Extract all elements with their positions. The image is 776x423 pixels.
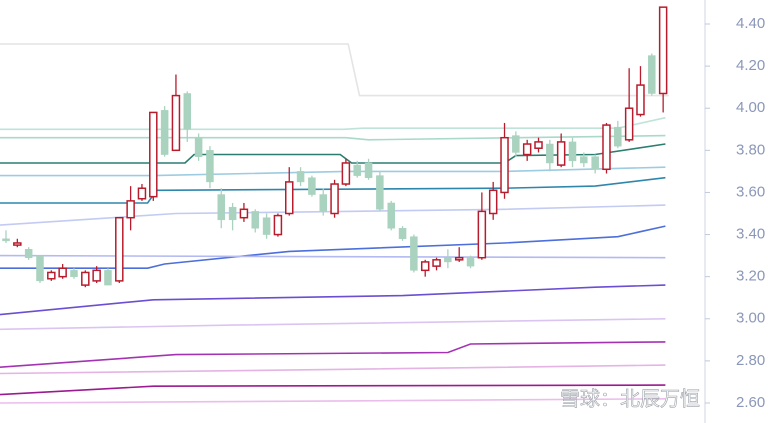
y-tick-label: 2.60 bbox=[736, 394, 765, 411]
candle-body bbox=[104, 270, 112, 286]
candle-body bbox=[591, 156, 599, 170]
candle-body bbox=[330, 183, 339, 215]
candle-body bbox=[92, 269, 101, 282]
candle-body bbox=[614, 126, 622, 147]
candle-body bbox=[648, 55, 656, 94]
watermark: 雪球：北辰万恒 bbox=[560, 387, 700, 410]
candle-body bbox=[296, 171, 305, 183]
ma-line bbox=[0, 364, 666, 375]
candle-body bbox=[580, 156, 588, 164]
candle-body bbox=[534, 141, 543, 149]
candle-body bbox=[376, 175, 384, 210]
candle-body bbox=[432, 259, 441, 267]
candle-body bbox=[522, 143, 532, 156]
candle-body bbox=[183, 93, 192, 130]
candle-body bbox=[194, 137, 203, 157]
ma-line bbox=[0, 166, 666, 177]
candle-body bbox=[171, 94, 181, 152]
y-tick-label: 2.80 bbox=[736, 352, 765, 369]
ma-line bbox=[0, 134, 666, 141]
candle-body bbox=[454, 256, 464, 261]
candle-body bbox=[36, 255, 44, 282]
candle-body bbox=[206, 150, 214, 183]
candle-body bbox=[251, 211, 260, 229]
candle-body bbox=[353, 164, 361, 176]
candle-body bbox=[477, 210, 487, 259]
ma-line bbox=[0, 284, 666, 316]
ma-line bbox=[0, 341, 666, 368]
ma-line bbox=[0, 225, 666, 269]
candle-body bbox=[137, 187, 147, 200]
candle-body bbox=[624, 107, 634, 141]
candle-body bbox=[398, 227, 407, 240]
y-tick-label: 3.40 bbox=[736, 226, 765, 243]
candle-body bbox=[658, 6, 668, 95]
candle-body bbox=[341, 162, 351, 185]
candle-body bbox=[636, 84, 645, 116]
candle-body bbox=[556, 141, 566, 166]
candle-body bbox=[24, 249, 33, 258]
candle-body bbox=[47, 271, 56, 280]
candle-body bbox=[70, 270, 78, 277]
candle-body bbox=[568, 141, 577, 162]
candle-body bbox=[364, 162, 373, 178]
ma-line bbox=[0, 398, 666, 404]
y-tick-label: 3.20 bbox=[736, 268, 765, 285]
candle-body bbox=[58, 267, 67, 278]
candle-body bbox=[546, 143, 554, 164]
y-tick-label: 4.00 bbox=[736, 99, 765, 116]
candle-body bbox=[285, 181, 294, 215]
ma-line bbox=[0, 384, 666, 396]
candle-body bbox=[2, 238, 10, 242]
y-tick-label: 3.80 bbox=[736, 141, 765, 158]
candle-body bbox=[308, 177, 316, 195]
candle-body bbox=[262, 217, 271, 235]
ma-line bbox=[0, 116, 666, 131]
y-tick-label: 3.00 bbox=[736, 310, 765, 327]
candle-body bbox=[13, 242, 22, 246]
y-tick-label: 4.40 bbox=[736, 15, 765, 32]
candle-body bbox=[81, 271, 90, 286]
ma-line bbox=[0, 43, 669, 97]
candle-body bbox=[500, 136, 509, 194]
candle-body bbox=[239, 208, 249, 219]
candle-body bbox=[488, 189, 498, 215]
candle-body bbox=[273, 214, 283, 236]
candle-body bbox=[149, 111, 158, 198]
candle-body bbox=[512, 135, 520, 153]
y-axis: 4.40 4.20 4.00 3.80 3.60 3.40 3.20 3.00 2.80 2.60 bbox=[705, 15, 765, 411]
candle-body bbox=[115, 216, 124, 282]
candle-body bbox=[602, 124, 611, 171]
candle-body bbox=[420, 261, 430, 272]
ma-line bbox=[0, 254, 666, 259]
ma-line bbox=[0, 318, 666, 331]
moving-average-lines bbox=[0, 43, 669, 404]
y-tick-label: 4.20 bbox=[736, 57, 765, 74]
ma-line bbox=[0, 143, 666, 164]
candle-body bbox=[466, 257, 475, 267]
y-tick-label: 3.60 bbox=[736, 183, 765, 200]
candle-body bbox=[126, 200, 135, 219]
candle-body bbox=[217, 194, 226, 221]
candles bbox=[2, 6, 668, 288]
candle-body bbox=[387, 202, 395, 229]
candle-body bbox=[228, 206, 237, 221]
candle-body bbox=[319, 194, 327, 212]
candle-body bbox=[410, 236, 418, 271]
candle-body bbox=[444, 257, 452, 263]
candle-body bbox=[160, 110, 169, 155]
